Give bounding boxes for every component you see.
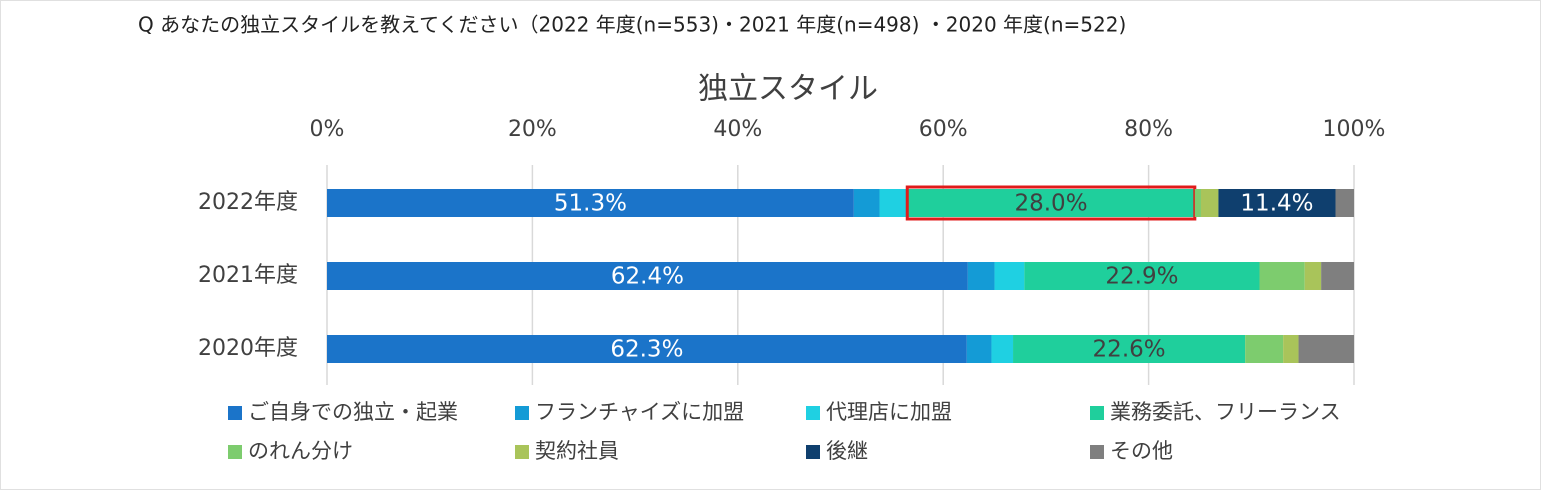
- bar-segment: [1304, 262, 1322, 290]
- category-label: 2022年度: [198, 190, 298, 215]
- legend-swatch: [515, 445, 529, 459]
- legend-swatch: [806, 406, 820, 420]
- bar-segment: [1200, 189, 1219, 217]
- legend-swatch: [1090, 406, 1104, 420]
- bar-segment: [327, 335, 967, 363]
- question: Q あなたの独立スタイルを教えてください（2022 年度(n=553)・2021…: [138, 13, 1126, 37]
- legend-swatch: [515, 406, 529, 420]
- bar-segment: [1335, 189, 1354, 217]
- bar-segment: [327, 262, 968, 290]
- legend-label: ご自身での独立・起業: [248, 400, 458, 424]
- legend-swatch: [228, 406, 242, 420]
- x-tick-label: 80%: [1124, 117, 1173, 142]
- legend-label: フランチャイズに加盟: [535, 400, 744, 424]
- bar-segment: [966, 335, 992, 363]
- bar-segment: [1259, 262, 1305, 290]
- x-tick-label: 0%: [310, 117, 345, 142]
- bar-segment: [1218, 189, 1336, 217]
- bar-segment: [1283, 335, 1299, 363]
- bar-segment: [1321, 262, 1354, 290]
- bar-segment: [994, 262, 1025, 290]
- legend-swatch: [806, 445, 820, 459]
- x-tick-label: 40%: [713, 117, 762, 142]
- value-label: 62.4%: [611, 264, 684, 290]
- value-label: 51.3%: [554, 191, 627, 217]
- bar-segment: [1245, 335, 1284, 363]
- bar-segment: [1024, 262, 1260, 290]
- bar-segment: [1013, 335, 1246, 363]
- legend-label: 代理店に加盟: [826, 400, 952, 424]
- bar-segment: [879, 189, 908, 217]
- legend-label: 後継: [826, 439, 868, 463]
- bar-segment: [1298, 335, 1354, 363]
- legend-swatch: [228, 445, 242, 459]
- legend-label: 契約社員: [535, 439, 619, 463]
- bar-segment: [907, 189, 1195, 217]
- value-label: 28.0%: [1014, 191, 1087, 217]
- bar-segment: [853, 189, 880, 217]
- chart-title: 独立スタイル: [698, 72, 878, 107]
- bar-segment: [327, 189, 854, 217]
- value-label: 11.4%: [1240, 191, 1313, 217]
- value-label: 22.9%: [1105, 264, 1178, 290]
- bar-segment: [991, 335, 1014, 363]
- x-tick-label: 100%: [1323, 117, 1386, 142]
- category-label: 2020年度: [198, 336, 298, 361]
- bar-segment: [1194, 189, 1201, 217]
- value-label: 22.6%: [1093, 337, 1166, 363]
- value-label: 62.3%: [610, 337, 683, 363]
- legend-label: のれん分け: [248, 439, 353, 463]
- x-tick-label: 60%: [919, 117, 968, 142]
- category-label: 2021年度: [198, 263, 298, 288]
- legend-label: 業務委託、フリーランス: [1110, 400, 1341, 424]
- bar-segment: [967, 262, 995, 290]
- x-tick-label: 20%: [508, 117, 557, 142]
- legend-swatch: [1090, 445, 1104, 459]
- legend-label: その他: [1110, 439, 1173, 463]
